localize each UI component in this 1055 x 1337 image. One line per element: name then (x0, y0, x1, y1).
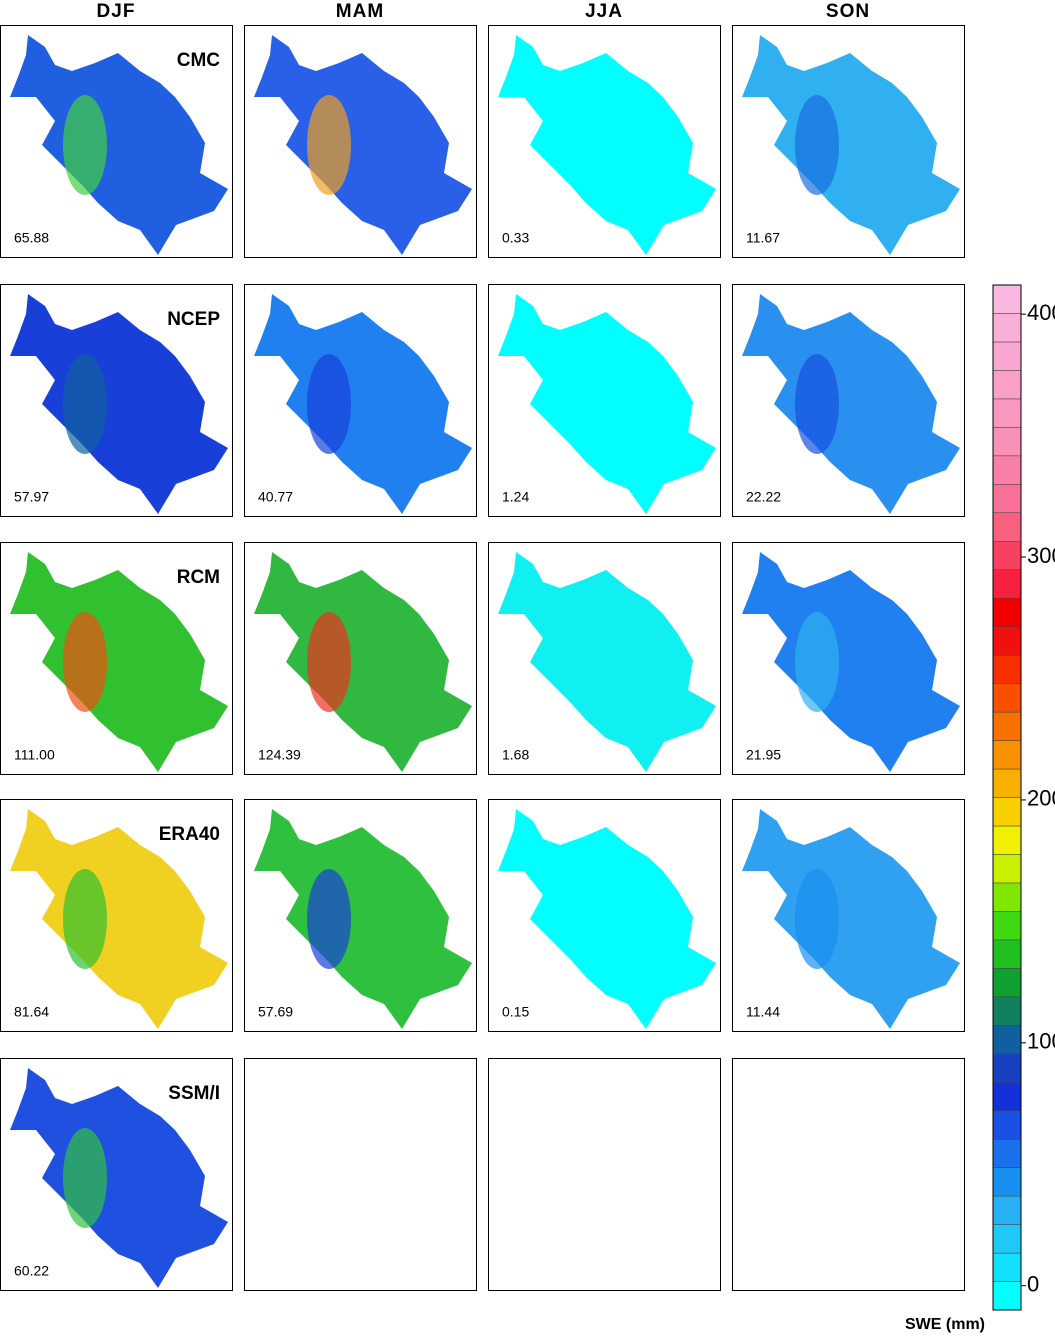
map-shading (307, 612, 351, 712)
colorbar-segment (992, 711, 1022, 741)
colorbar-label: SWE (mm) (905, 1316, 985, 1333)
panel-mean: 0.15 (502, 1004, 529, 1020)
map-shading (795, 869, 839, 969)
colorbar-tick-label: 400 (1027, 300, 1055, 325)
map-shading (795, 612, 839, 712)
colorbar-segment (992, 911, 1022, 941)
colorbar-segment (992, 313, 1022, 343)
panel-mean: 22.22 (746, 489, 781, 505)
colorbar-segment (992, 968, 1022, 998)
map-shading (63, 1128, 107, 1228)
colorbar-segment (992, 996, 1022, 1026)
colorbar-segment (992, 882, 1022, 912)
model-name: RCM (177, 567, 220, 588)
colorbar-segment (992, 797, 1022, 827)
colorbar-segment (992, 1081, 1022, 1111)
colorbar-segment (992, 455, 1022, 485)
colorbar-segment (992, 427, 1022, 457)
panel-mean: 81.64 (14, 1004, 49, 1020)
map-shading (795, 354, 839, 454)
colorbar-tick-label: 0 (1027, 1272, 1039, 1297)
colorbar-segment (992, 512, 1022, 542)
panel-mean: 11.44 (746, 1004, 780, 1020)
map-shading (63, 95, 107, 195)
map-shading (795, 95, 839, 195)
colorbar-segment (992, 1281, 1022, 1311)
colorbar-tick-label: 200 (1027, 786, 1055, 811)
colorbar-segment (992, 683, 1022, 713)
colorbar-segment (992, 654, 1022, 684)
map-shading (63, 869, 107, 969)
colorbar-segment (992, 597, 1022, 627)
colorbar-segment (992, 854, 1022, 884)
colorbar-segment (992, 626, 1022, 656)
column-header: DJF (97, 1, 136, 22)
column-header: JJA (585, 1, 623, 22)
colorbar-segment (992, 768, 1022, 798)
colorbar-segment (992, 569, 1022, 599)
colorbar-segment (992, 398, 1022, 428)
colorbar-segment (992, 284, 1022, 314)
colorbar-frame (992, 284, 1022, 1311)
panel-mean: 21.95 (746, 747, 781, 763)
colorbar-segment (992, 541, 1022, 570)
panel-mean: 57.69 (258, 1004, 293, 1020)
model-name: CMC (177, 50, 221, 71)
map-shading (307, 869, 351, 969)
panel-mean: 1.24 (502, 489, 529, 505)
panel-frame (488, 1058, 721, 1291)
colorbar-segment (992, 1167, 1022, 1197)
panel-mean: 1.68 (502, 747, 529, 763)
map-shading (307, 354, 351, 454)
panel-mean: 40.77 (258, 489, 293, 505)
panel-mean: 65.88 (14, 230, 49, 246)
colorbar-tick-label: 100 (1027, 1029, 1055, 1054)
map-shading (307, 95, 351, 195)
panel-frame (244, 1058, 477, 1291)
model-name: SSM/I (168, 1083, 220, 1104)
colorbar-segment (992, 1110, 1022, 1140)
colorbar-segment (992, 740, 1022, 770)
panel-mean: 111.00 (14, 747, 55, 763)
map-shading (63, 612, 107, 712)
colorbar-segment (992, 484, 1022, 514)
panel-mean: 0.33 (502, 230, 529, 246)
colorbar-segment (992, 825, 1022, 855)
colorbar-segment (992, 341, 1022, 371)
colorbar-segment (992, 1138, 1022, 1168)
colorbar-segment (992, 1025, 1022, 1055)
colorbar-segment (992, 939, 1022, 969)
map-shading (63, 354, 107, 454)
colorbar-segment (992, 370, 1022, 400)
panel-frame (732, 1058, 965, 1291)
panel-mean: 11.67 (746, 230, 780, 246)
panel-mean: 57.97 (14, 489, 49, 505)
colorbar-tick-label: 300 (1027, 543, 1055, 568)
column-header: MAM (336, 1, 384, 22)
panel-mean: 124.39 (258, 747, 301, 763)
colorbar-segment (992, 1053, 1022, 1083)
colorbar-segment (992, 1252, 1022, 1282)
colorbar-segment (992, 1195, 1022, 1225)
panel-mean: 60.22 (14, 1263, 49, 1279)
colorbar-segment (992, 1224, 1022, 1254)
model-name: NCEP (167, 309, 220, 330)
model-name: ERA40 (159, 824, 220, 845)
column-header: SON (826, 1, 870, 22)
